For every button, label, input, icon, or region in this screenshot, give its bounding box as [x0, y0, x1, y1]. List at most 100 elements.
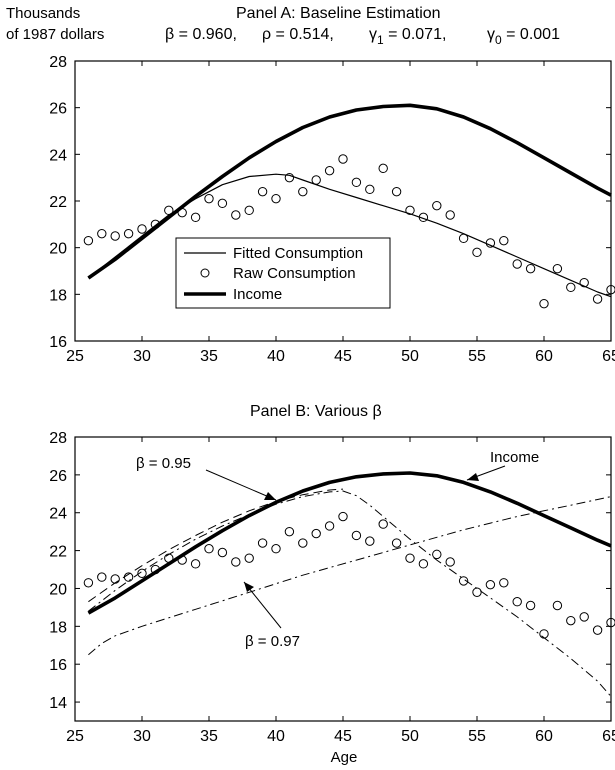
raw-consumption-point: [110, 231, 120, 241]
y-tick-label: 16: [49, 657, 67, 674]
y-axis-label-line-2: of 1987 dollars: [6, 26, 104, 43]
y-tick-label: 20: [49, 581, 67, 598]
annotation-income: Income: [490, 449, 539, 466]
y-tick-label: 18: [49, 287, 67, 304]
raw-consumption-point: [472, 247, 482, 258]
x-tick-label: 55: [468, 348, 486, 365]
raw-consumption-point: [324, 521, 335, 531]
raw-consumption-point: [525, 600, 536, 611]
raw-consumption-point: [284, 172, 295, 183]
raw-consumption-point: [606, 284, 615, 295]
panel-b-0-96-line: [88, 490, 612, 697]
raw-consumption-point: [231, 210, 241, 220]
gamma0-symbol: γ: [487, 26, 495, 43]
raw-consumption-point: [445, 557, 455, 567]
annotation-income-arrowhead: [467, 473, 479, 481]
legend-raw-marker: [200, 268, 210, 278]
panel-a-raw-consumption-markers: [83, 154, 615, 309]
y-tick-label: 16: [49, 334, 67, 351]
raw-consumption-point: [378, 519, 388, 529]
raw-consumption-point: [271, 193, 281, 204]
raw-consumption-point: [458, 233, 469, 244]
raw-consumption-point: [458, 576, 469, 586]
subtitle-gamma0: γ0 = 0.001: [487, 26, 560, 47]
y-tick-label: 26: [49, 468, 67, 485]
raw-consumption-point: [137, 224, 147, 234]
raw-consumption-point: [257, 186, 268, 197]
raw-consumption-point: [365, 184, 375, 195]
raw-consumption-point: [311, 528, 321, 539]
y-tick-label: 22: [49, 194, 67, 211]
raw-consumption-point: [391, 538, 402, 548]
raw-consumption-point: [378, 163, 388, 174]
raw-consumption-point: [579, 277, 589, 288]
raw-consumption-point: [338, 154, 348, 164]
x-tick-label: 60: [535, 728, 553, 745]
raw-consumption-point: [418, 212, 429, 223]
raw-consumption-point: [298, 186, 308, 197]
x-tick-label: 30: [133, 728, 151, 745]
raw-consumption-point: [338, 511, 348, 522]
raw-consumption-point: [512, 259, 522, 269]
x-tick-label: 45: [334, 348, 352, 365]
x-tick-label: 40: [267, 348, 285, 365]
raw-consumption-point: [97, 572, 107, 582]
raw-consumption-point: [499, 578, 509, 588]
y-tick-label: 14: [49, 695, 67, 712]
raw-consumption-point: [217, 547, 228, 558]
x-tick-label: 60: [535, 348, 553, 365]
raw-consumption-point: [351, 530, 362, 541]
raw-consumption-point: [244, 205, 254, 216]
panel-b-annotations: β = 0.95 β = 0.97 Income: [136, 449, 539, 650]
raw-consumption-point: [592, 294, 603, 304]
gamma1-subscript: 1: [377, 33, 384, 47]
panel-b-income-line: [87, 471, 612, 615]
raw-consumption-point: [552, 600, 563, 611]
panel-a-axes: 25 30 35 40 45 50 55 60 65 16 18 20 22 24 26 28: [49, 54, 615, 365]
raw-consumption-point: [552, 263, 563, 274]
raw-consumption-point: [83, 578, 94, 588]
panel-a-legend: Fitted Consumption Raw Consumption Incom…: [175, 237, 391, 309]
raw-consumption-point: [83, 235, 94, 246]
raw-consumption-point: [271, 544, 281, 554]
gamma0-value: = 0.001: [502, 26, 560, 43]
panel-b-0-97-line: [88, 496, 612, 656]
annotation-beta-097-arrowhead: [244, 582, 254, 592]
raw-consumption-point: [592, 625, 603, 635]
raw-consumption-point: [324, 165, 335, 176]
panel-a-title: Panel A: Baseline Estimation: [236, 5, 441, 22]
raw-consumption-point: [204, 193, 214, 204]
y-tick-label: 20: [49, 241, 67, 258]
raw-consumption-point: [391, 186, 402, 197]
raw-consumption-point: [539, 629, 549, 639]
gamma1-value: = 0.071,: [384, 26, 447, 43]
annotation-beta-097: β = 0.97: [245, 633, 300, 650]
panel-b-raw-consumption-markers: [83, 511, 615, 639]
raw-consumption-point: [123, 228, 134, 239]
legend-fitted-label: Fitted Consumption: [233, 245, 363, 262]
y-tick-label: 24: [49, 147, 67, 164]
raw-consumption-point: [137, 568, 147, 579]
raw-consumption-point: [445, 210, 455, 220]
y-tick-label: 18: [49, 619, 67, 636]
x-tick-label: 50: [401, 348, 419, 365]
raw-consumption-point: [110, 574, 120, 584]
raw-consumption-point: [432, 549, 442, 560]
legend-raw-label: Raw Consumption: [233, 265, 356, 282]
x-tick-label: 25: [66, 728, 84, 745]
panel-b-axes: 25 30 35 40 45 50 55 60 65 14 16 18 20 22 24 26 28: [49, 430, 615, 745]
raw-consumption-point: [512, 597, 522, 607]
raw-consumption-point: [298, 538, 308, 548]
raw-consumption-point: [525, 263, 536, 274]
raw-consumption-point: [204, 544, 214, 554]
x-tick-label: 35: [200, 348, 218, 365]
x-tick-label: 50: [401, 728, 419, 745]
x-tick-label: 45: [334, 728, 352, 745]
x-axis-label: Age: [331, 749, 358, 766]
annotation-beta-095-arrowhead: [264, 492, 276, 500]
x-tick-label: 30: [133, 348, 151, 365]
raw-consumption-point: [123, 572, 134, 582]
raw-consumption-point: [405, 205, 415, 216]
raw-consumption-point: [485, 238, 496, 248]
y-axis-label-line-1: Thousands: [6, 5, 80, 22]
